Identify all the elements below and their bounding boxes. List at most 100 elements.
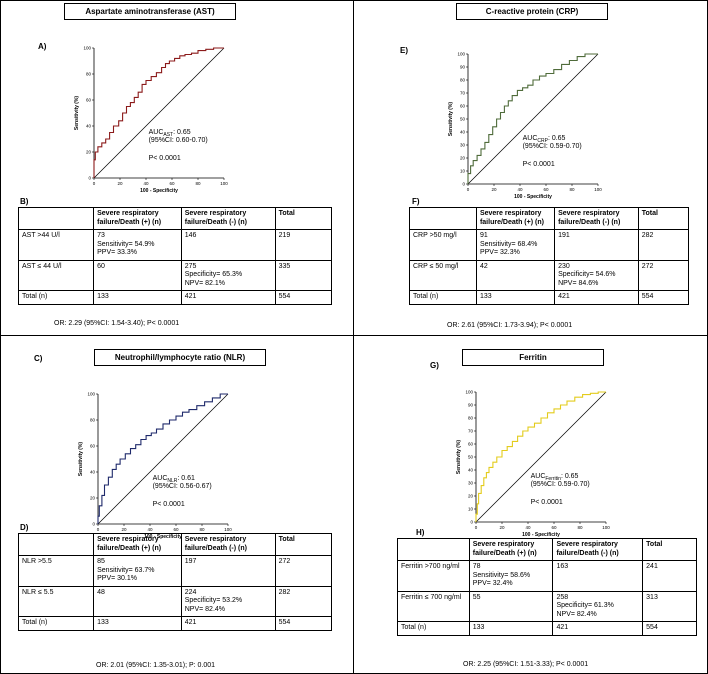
x-axis-label: 100 - Specificity (522, 532, 560, 538)
y-tick-label: 80 (468, 416, 474, 421)
auc-label: AUCCRP: 0.65 (523, 135, 566, 144)
x-tick-label: 20 (117, 181, 123, 186)
y-tick-label: 30 (468, 481, 474, 486)
row-label: CRP >50 mg/l (409, 229, 477, 261)
x-tick-label: 60 (169, 181, 175, 186)
row-label: NLR ≤ 5.5 (17, 585, 95, 617)
table-row: NLR >5.5 85 Sensitivity= 63.7% PPV= 30.1% 19… (17, 555, 333, 587)
table-total-row: Total (n) 133 421 554 (17, 290, 333, 305)
row-label: Ferritin ≤ 700 ng/ml (397, 590, 470, 622)
table-header-total: Total (637, 207, 690, 230)
auc-label: AUCFerritin: 0.65 (531, 473, 579, 482)
table-row: Ferritin ≤ 700 ng/ml 55 258 Specificity= 61… (397, 590, 697, 622)
table-total-row: Total (n) 133 421 554 (397, 621, 697, 636)
row-label: Total (n) (409, 290, 477, 305)
row-total-cell: 272 (637, 259, 690, 291)
reference-diagonal-line (475, 391, 607, 523)
negative-count-cell: 230 Specificity= 54.6% NPV= 84.6% (554, 259, 639, 291)
y-tick-label: 90 (460, 65, 466, 70)
table-header-positive: Severe respiratory failure/Death (+) (n) (93, 207, 182, 230)
positive-count-cell: 73 Sensitivity= 54.9% PPV= 33.3% (93, 229, 182, 261)
x-tick-label: 80 (199, 527, 205, 532)
reference-diagonal-line (467, 53, 599, 185)
y-tick-label: 40 (460, 130, 466, 135)
positive-count-cell: 55 (468, 590, 554, 622)
positive-count-cell: 78 Sensitivity= 58.6% PPV= 32.4% (468, 560, 554, 592)
y-tick-label: 20 (90, 496, 96, 501)
row-total-cell: 272 (274, 555, 333, 587)
p-value-label: P< 0.0001 (153, 501, 185, 508)
x-tick-label: 80 (195, 181, 201, 186)
table-header-row: Severe respiratory failure/Death (+) (n)… (397, 538, 697, 561)
table-row: AST ≤ 44 U/l 60 275 Specificity= 65.3% NPV= … (17, 259, 333, 291)
total-count-cell: 133 (93, 616, 182, 631)
y-tick-label: 70 (460, 91, 466, 96)
y-tick-label: 10 (460, 169, 466, 174)
table-header-negative: Severe respiratory failure/Death (-) (n) (552, 538, 644, 561)
y-axis-label: Sensitivity (%) (74, 96, 80, 131)
panel-title: Ferritin (462, 349, 604, 366)
roc-panel-letter: C) (34, 354, 43, 363)
y-axis-label: Sensitivity (%) (448, 102, 454, 137)
x-axis-label: 100 - Specificity (514, 194, 552, 200)
x-tick-label: 0 (97, 527, 100, 532)
y-tick-label: 20 (468, 494, 474, 499)
table-panel-letter: H) (416, 528, 425, 537)
odds-ratio-text: OR: 2.25 (95%CI: 1.51-3.33); P< 0.0001 (463, 661, 589, 668)
total-count-cell: 554 (274, 616, 333, 631)
row-label: AST >44 U/l (17, 229, 95, 261)
x-tick-label: 60 (551, 525, 557, 530)
table-header-positive: Severe respiratory failure/Death (+) (n) (93, 533, 182, 556)
row-label: AST ≤ 44 U/l (17, 259, 95, 291)
roc-chart: 0 20 40 60 80 100 0 10 20 30 40 50 60 70 80 90 100 100 - … (448, 52, 602, 201)
x-tick-label: 20 (121, 527, 127, 532)
x-tick-label: 20 (491, 187, 497, 192)
y-tick-label: 0 (470, 520, 473, 525)
odds-ratio-text: OR: 2.29 (95%CI: 1.54-3.40); P< 0.0001 (54, 320, 180, 327)
y-tick-label: 60 (86, 98, 92, 103)
auc-confidence-interval: (95%CI: 0.56-0.67) (153, 483, 212, 490)
x-tick-label: 100 (594, 187, 602, 192)
x-tick-label: 0 (467, 187, 470, 192)
contingency-table: Severe respiratory failure/Death (+) (n)… (397, 538, 697, 636)
table-header-total: Total (274, 207, 333, 230)
negative-count-cell: 224 Specificity= 53.2% NPV= 82.4% (180, 585, 276, 617)
table-total-row: Total (n) 133 421 554 (409, 290, 690, 305)
table-header-row: Severe respiratory failure/Death (+) (n)… (17, 533, 333, 556)
table-row: NLR ≤ 5.5 48 224 Specificity= 53.2% NPV= 82.… (17, 585, 333, 617)
table-panel-letter: F) (412, 197, 420, 206)
y-tick-label: 40 (86, 124, 92, 129)
total-count-cell: 421 (180, 616, 276, 631)
negative-count-cell: 197 (180, 555, 276, 587)
reference-diagonal-line (93, 47, 225, 179)
roc-curve-line (467, 53, 598, 184)
y-tick-label: 100 (83, 46, 91, 51)
table-row: CRP >50 mg/l 91 Sensitivity= 68.4% PPV= 32.… (409, 229, 690, 261)
total-count-cell: 421 (552, 621, 644, 636)
x-tick-label: 40 (143, 181, 149, 186)
table-header-blank (397, 538, 470, 561)
row-label: NLR >5.5 (17, 555, 95, 587)
table-header-total: Total (274, 533, 333, 556)
positive-count-cell: 91 Sensitivity= 68.4% PPV= 32.3% (475, 229, 556, 261)
roc-panel-letter: E) (400, 46, 408, 55)
panel-ferritin: Ferritin G) 0 20 40 60 80 100 0 10 20 30 40 50 60 70 8… (354, 336, 708, 674)
table-header-blank (17, 207, 95, 230)
y-tick-label: 20 (86, 150, 92, 155)
row-total-cell: 335 (274, 259, 333, 291)
total-count-cell: 421 (554, 290, 639, 305)
vertical-divider (353, 0, 354, 674)
x-tick-label: 0 (93, 181, 96, 186)
table-header-positive: Severe respiratory failure/Death (+) (n) (475, 207, 556, 230)
roc-curve-line (93, 47, 224, 178)
odds-ratio-text: OR: 2.61 (95%CI: 1.73-3.94); P< 0.0001 (447, 322, 573, 329)
roc-curve-line (475, 391, 606, 522)
y-axis-label: Sensitivity (%) (456, 440, 462, 475)
y-tick-label: 70 (468, 429, 474, 434)
auc-confidence-interval: (95%CI: 0.60-0.70) (149, 137, 208, 144)
y-tick-label: 20 (460, 156, 466, 161)
y-tick-label: 0 (88, 176, 91, 181)
p-value-label: P< 0.0001 (149, 155, 181, 162)
row-label: Ferritin >700 ng/ml (397, 560, 470, 592)
